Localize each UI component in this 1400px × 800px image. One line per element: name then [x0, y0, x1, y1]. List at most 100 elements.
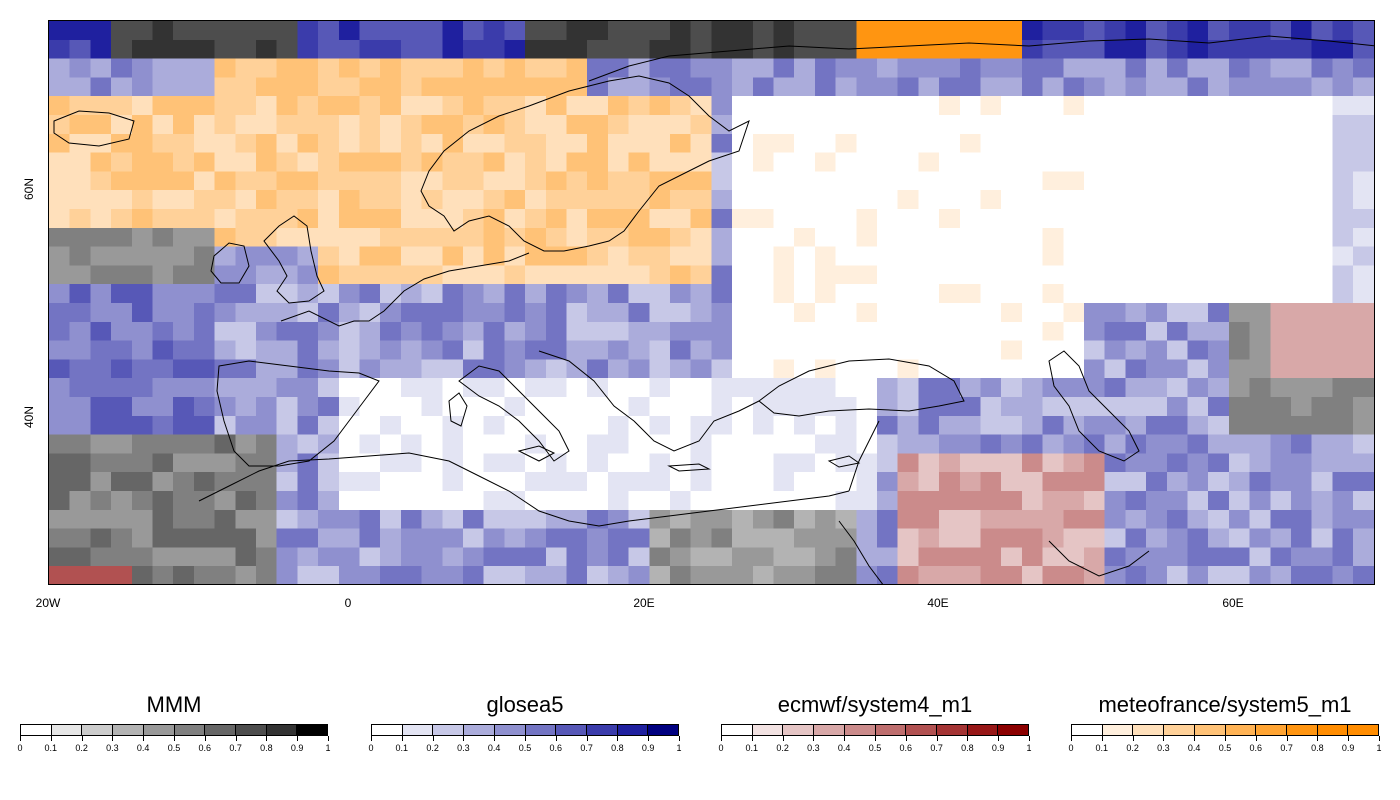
grid-cell: [1373, 209, 1374, 229]
grid-cell: [566, 77, 588, 97]
grid-cell: [897, 434, 919, 454]
legend-tick: [297, 736, 299, 741]
grid-cell: [587, 133, 609, 154]
grid-cell: [1311, 491, 1333, 511]
grid-cell: [773, 246, 795, 266]
grid-cell: [1332, 453, 1354, 473]
grid-cell: [1146, 378, 1168, 398]
grid-cell: [545, 453, 568, 473]
grid-cell: [959, 378, 982, 398]
grid-cell: [1187, 340, 1209, 360]
legend-swatch: [51, 725, 83, 735]
grid-cell: [545, 434, 568, 454]
grid-cell: [794, 321, 816, 342]
grid-cell: [690, 21, 712, 41]
grid-cell: [173, 115, 195, 135]
grid-cell: [359, 453, 381, 473]
grid-cell: [359, 190, 381, 210]
grid-cell: [1228, 284, 1251, 304]
grid-cell: [400, 39, 423, 60]
grid-cell: [1249, 39, 1271, 60]
grid-cell: [732, 115, 754, 135]
legend-swatch: [617, 725, 649, 735]
grid-cell: [152, 378, 174, 398]
grid-cell: [1021, 528, 1044, 548]
grid-cell: [752, 509, 775, 530]
grid-cell: [1166, 397, 1189, 417]
grid-cell: [1332, 39, 1354, 60]
grid-cell: [504, 453, 526, 473]
grid-cell: [1001, 284, 1023, 304]
legend-tick: [586, 736, 588, 741]
grid-cell: [173, 415, 195, 436]
legend-tick: [1348, 736, 1350, 741]
grid-cell: [1125, 321, 1147, 342]
grid-cell: [980, 509, 1002, 530]
grid-cell: [400, 509, 423, 530]
grid-cell: [1146, 265, 1168, 285]
grid-cell: [193, 246, 216, 266]
grid-cell: [1166, 472, 1189, 492]
grid-cell: [173, 39, 195, 60]
grid-cell: [877, 434, 899, 454]
grid-cell: [338, 77, 361, 97]
grid-cell: [483, 152, 505, 172]
grid-cell: [711, 434, 733, 454]
grid-cell: [1311, 340, 1333, 360]
grid-cell: [1373, 96, 1374, 116]
grid-cell: [1332, 434, 1354, 454]
grid-cell: [256, 472, 278, 492]
grid-cell: [463, 133, 485, 154]
grid-cell: [980, 434, 1002, 454]
grid-cell: [69, 284, 91, 304]
grid-cell: [628, 491, 650, 511]
grid-cell: [545, 209, 568, 229]
grid-cell: [959, 321, 982, 342]
grid-cell: [193, 133, 216, 154]
grid-cell: [235, 77, 257, 97]
grid-cell: [566, 21, 588, 41]
grid-cell: [814, 227, 837, 248]
grid-cell: [877, 397, 899, 417]
grid-cell: [338, 528, 361, 548]
grid-cell: [1042, 77, 1064, 97]
grid-cell: [1187, 491, 1209, 511]
grid-cell: [1042, 453, 1064, 473]
grid-cell: [545, 133, 568, 154]
coast-cyprus: [827, 455, 861, 468]
grid-cell: [359, 21, 381, 41]
grid-cell: [877, 190, 899, 210]
grid-cell: [690, 566, 712, 584]
grid-cell: [980, 77, 1002, 97]
grid-cell: [318, 265, 340, 285]
grid-cell: [711, 246, 733, 266]
grid-cell: [1084, 509, 1106, 530]
grid-cell: [607, 378, 630, 398]
grid-cell: [49, 434, 71, 454]
grid-cell: [1187, 246, 1209, 266]
grid-cell: [525, 133, 547, 154]
legend-tick: [936, 736, 938, 741]
grid-cell: [1125, 58, 1147, 78]
grid-cell: [1125, 528, 1147, 548]
grid-cell: [773, 303, 795, 323]
grid-cell: [877, 265, 899, 285]
legend-swatch: [998, 725, 1029, 735]
grid-cell: [711, 453, 733, 473]
grid-cell: [256, 509, 278, 530]
grid-cell: [897, 115, 919, 135]
grid-cell: [1104, 528, 1126, 548]
legend-swatch: [297, 725, 328, 735]
grid-cell: [90, 96, 112, 116]
grid-cell: [587, 152, 609, 172]
x-tick-label: 0: [344, 596, 352, 610]
grid-cell: [835, 303, 857, 323]
grid-cell: [1291, 133, 1313, 154]
grid-cell: [1311, 528, 1333, 548]
grid-cell: [566, 115, 588, 135]
grid-cell: [814, 434, 837, 454]
grid-cell: [1063, 190, 1085, 210]
grid-cell: [111, 528, 133, 548]
grid-cell: [959, 509, 982, 530]
grid-cell: [318, 58, 340, 78]
